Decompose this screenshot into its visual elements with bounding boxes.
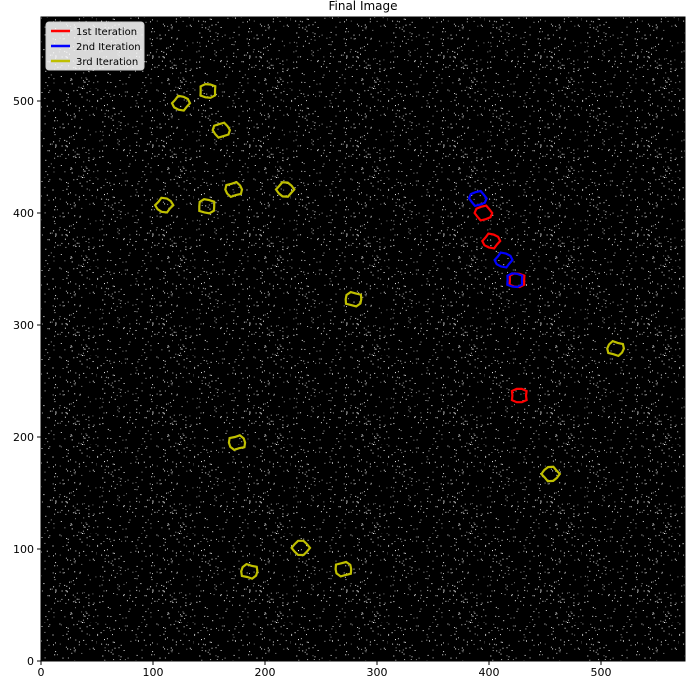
contour bbox=[198, 198, 216, 215]
contour bbox=[539, 465, 562, 483]
x-tick-label: 500 bbox=[591, 666, 612, 677]
contour bbox=[290, 539, 312, 557]
contour bbox=[506, 272, 524, 289]
contour bbox=[170, 94, 192, 112]
x-tick-label: 200 bbox=[255, 666, 276, 677]
contour bbox=[240, 562, 259, 580]
legend-label: 2nd Iteration bbox=[76, 42, 141, 53]
contour bbox=[227, 434, 247, 452]
contour bbox=[211, 121, 232, 139]
chart-title: Final Image bbox=[328, 0, 397, 13]
image-noise bbox=[41, 17, 685, 661]
legend-label: 1st Iteration bbox=[76, 27, 137, 38]
contour bbox=[153, 196, 175, 214]
legend-box bbox=[45, 21, 145, 71]
x-tick-label: 400 bbox=[479, 666, 500, 677]
x-tick-label: 0 bbox=[38, 666, 45, 677]
x-tick-label: 300 bbox=[367, 666, 388, 677]
contour bbox=[334, 560, 353, 578]
y-tick-label: 300 bbox=[13, 319, 34, 332]
contour bbox=[224, 180, 244, 199]
y-tick-label: 500 bbox=[13, 95, 34, 108]
contour bbox=[493, 251, 514, 269]
contour bbox=[480, 232, 502, 250]
contour bbox=[274, 181, 296, 198]
legend-label: 3rd Iteration bbox=[76, 57, 138, 68]
contour bbox=[199, 82, 217, 99]
y-tick-label: 200 bbox=[13, 431, 34, 444]
contour bbox=[606, 339, 626, 358]
contour bbox=[344, 290, 363, 308]
axes-frame bbox=[40, 16, 686, 662]
y-tick-label: 0 bbox=[27, 655, 34, 668]
y-tick-label: 400 bbox=[13, 207, 34, 220]
contour bbox=[473, 204, 494, 222]
contour bbox=[510, 387, 528, 404]
x-tick-label: 100 bbox=[143, 666, 164, 677]
contour bbox=[467, 189, 488, 208]
y-tick-label: 100 bbox=[13, 543, 34, 556]
